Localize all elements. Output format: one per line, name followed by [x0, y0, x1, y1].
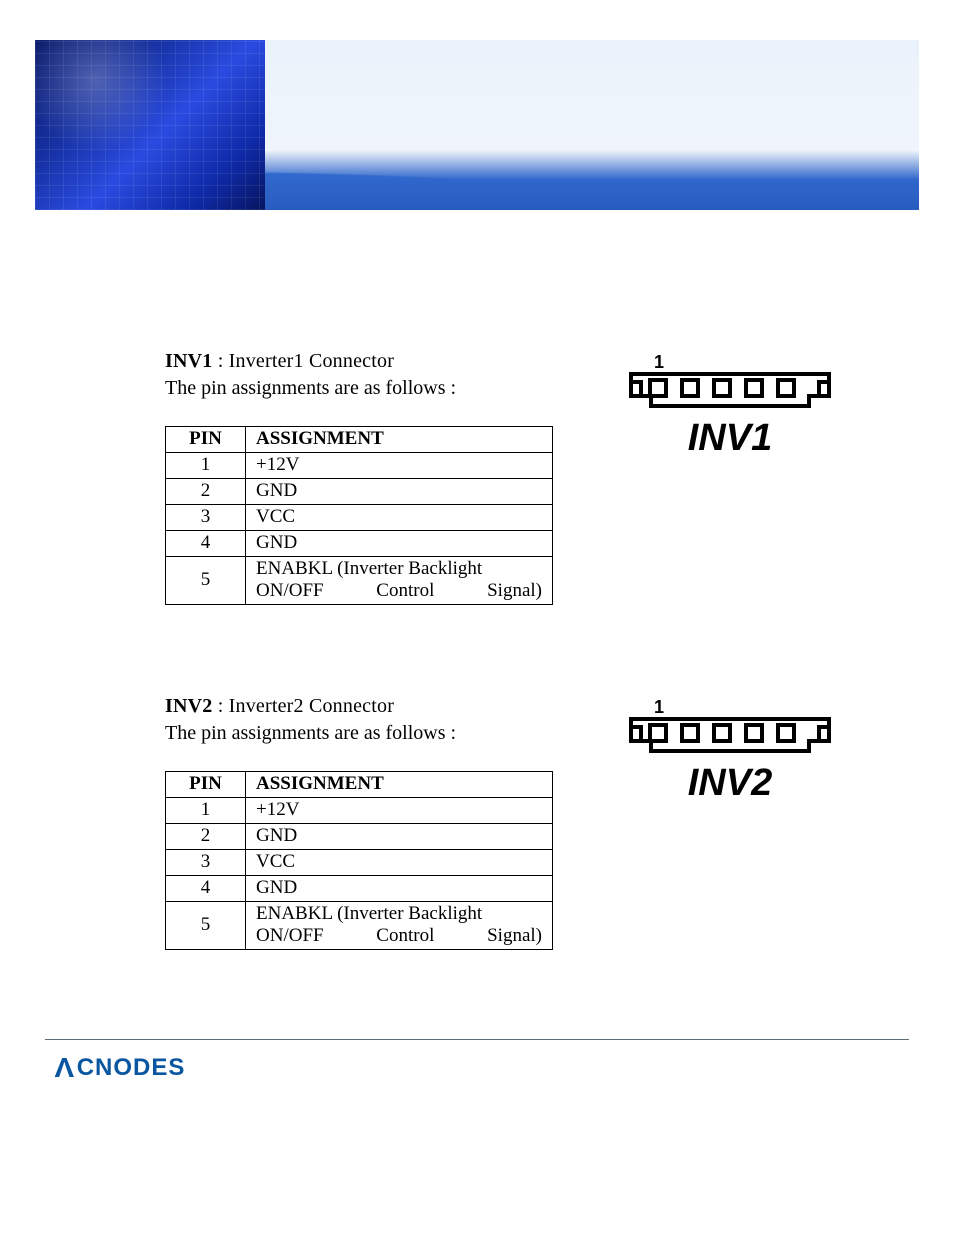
table-row: 1 +12V: [166, 453, 553, 479]
assignment-cell: ENABKL (Inverter Backlight ON/OFF Contro…: [246, 902, 553, 950]
connector-icon: 1 INV2: [625, 695, 835, 805]
col-pin: PIN: [166, 427, 246, 453]
pin-cell: 4: [166, 876, 246, 902]
document-page: INV1 : Inverter1 Connector The pin assig…: [0, 40, 954, 1100]
pin1-label: 1: [654, 697, 664, 717]
logo-text: CNODES: [77, 1054, 186, 1082]
pin-cell: 2: [166, 824, 246, 850]
assignment-cell: +12V: [246, 453, 553, 479]
section-inv2: INV2 : Inverter2 Connector The pin assig…: [165, 695, 874, 950]
inv2-title: INV2 : Inverter2 Connector: [165, 695, 555, 718]
inv2-name: INV2: [165, 695, 212, 717]
table-row: 2 GND: [166, 824, 553, 850]
assignment-cell: GND: [246, 479, 553, 505]
assignment-cell: VCC: [246, 850, 553, 876]
content-area: INV1 : Inverter1 Connector The pin assig…: [0, 210, 954, 950]
pin-cell: 4: [166, 531, 246, 557]
section-inv2-text: INV2 : Inverter2 Connector The pin assig…: [165, 695, 555, 950]
inv1-colon: :: [218, 350, 229, 372]
connector-label: INV1: [688, 417, 772, 459]
inv2-subtitle: The pin assignments are as follows :: [165, 722, 555, 745]
inv1-desc: Inverter1 Connector: [229, 350, 394, 372]
col-assignment: ASSIGNMENT: [246, 772, 553, 798]
inv2-connector-figure: 1 INV2: [625, 695, 835, 805]
table-row: 2 GND: [166, 479, 553, 505]
assignment-cell: +12V: [246, 798, 553, 824]
table-row: 1 +12V: [166, 798, 553, 824]
table-row: 3 VCC: [166, 850, 553, 876]
pin-cell: 3: [166, 850, 246, 876]
pin-cell: 2: [166, 479, 246, 505]
inv2-desc: Inverter2 Connector: [229, 695, 394, 717]
banner-circuit-image: [35, 40, 265, 210]
pin-cell: 1: [166, 453, 246, 479]
inv1-title: INV1 : Inverter1 Connector: [165, 350, 555, 373]
table-header-row: PIN ASSIGNMENT: [166, 427, 553, 453]
table-row: 4 GND: [166, 531, 553, 557]
inv1-name: INV1: [165, 350, 212, 372]
assignment-cell: VCC: [246, 505, 553, 531]
inv2-colon: :: [218, 695, 229, 717]
inv2-pin-table: PIN ASSIGNMENT 1 +12V 2 GND: [165, 771, 553, 950]
pin-cell: 5: [166, 902, 246, 950]
header-banner: [35, 40, 919, 210]
table-row: 5 ENABKL (Inverter Backlight ON/OFF Cont…: [166, 557, 553, 605]
pin-cell: 3: [166, 505, 246, 531]
assignment-cell: ENABKL (Inverter Backlight ON/OFF Contro…: [246, 557, 553, 605]
assignment-cell: GND: [246, 824, 553, 850]
table-row: 5 ENABKL (Inverter Backlight ON/OFF Cont…: [166, 902, 553, 950]
pin-cell: 5: [166, 557, 246, 605]
inv1-subtitle: The pin assignments are as follows :: [165, 377, 555, 400]
col-assignment: ASSIGNMENT: [246, 427, 553, 453]
pin1-label: 1: [654, 352, 664, 372]
section-inv1: INV1 : Inverter1 Connector The pin assig…: [165, 350, 874, 605]
assignment-cell: GND: [246, 876, 553, 902]
inv1-connector-figure: 1 INV1: [625, 350, 835, 460]
logo-mark-icon: Λ: [55, 1052, 76, 1084]
col-pin: PIN: [166, 772, 246, 798]
connector-icon: 1 INV1: [625, 350, 835, 460]
table-row: 4 GND: [166, 876, 553, 902]
table-header-row: PIN ASSIGNMENT: [166, 772, 553, 798]
inv1-pin-table: PIN ASSIGNMENT 1 +12V 2 GND: [165, 426, 553, 605]
section-inv1-text: INV1 : Inverter1 Connector The pin assig…: [165, 350, 555, 605]
assignment-cell: GND: [246, 531, 553, 557]
table-row: 3 VCC: [166, 505, 553, 531]
footer-rule: [45, 1039, 909, 1040]
pin-cell: 1: [166, 798, 246, 824]
footer-logo: ΛCNODES: [55, 1050, 185, 1082]
connector-label: INV2: [688, 762, 772, 804]
